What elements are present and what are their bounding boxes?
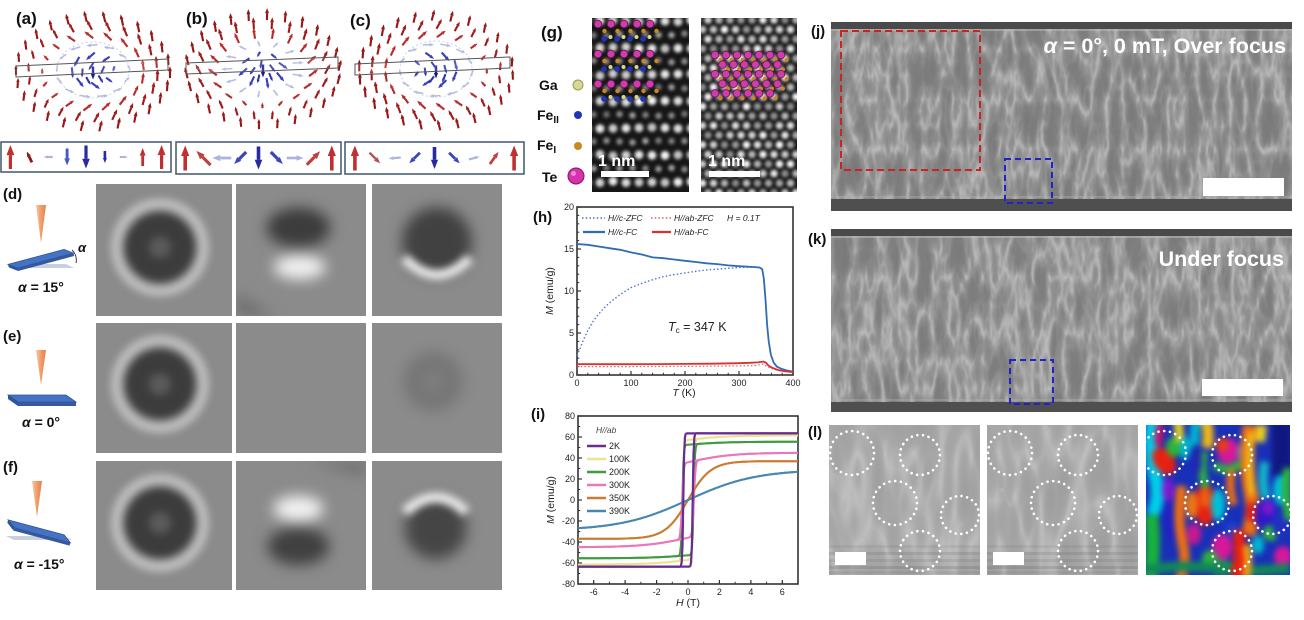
svg-text:4: 4 [748, 587, 753, 597]
svg-text:H = 0.1T: H = 0.1T [727, 213, 761, 223]
svg-text:0: 0 [685, 587, 690, 597]
svg-text:-80: -80 [562, 579, 575, 589]
svg-text:H//c-ZFC: H//c-ZFC [608, 213, 643, 223]
svg-text:Under focus: Under focus [1159, 247, 1284, 271]
svg-text:(d): (d) [3, 186, 22, 203]
svg-text:100K: 100K [609, 454, 630, 464]
svg-text:(a): (a) [16, 9, 37, 28]
svg-text:α: α [78, 240, 87, 255]
svg-text:20: 20 [564, 202, 574, 212]
svg-text:350K: 350K [609, 493, 630, 503]
svg-text:Tc = 347 K: Tc = 347 K [668, 320, 727, 335]
svg-text:0: 0 [569, 370, 574, 380]
svg-text:(h): (h) [533, 209, 552, 226]
svg-text:2: 2 [717, 587, 722, 597]
svg-text:1 nm: 1 nm [708, 153, 745, 170]
svg-text:α = -15°: α = -15° [14, 556, 64, 572]
svg-text:FeII: FeII [537, 107, 559, 126]
svg-text:15: 15 [564, 244, 574, 254]
svg-text:400: 400 [785, 378, 800, 388]
svg-text:T (K): T (K) [672, 387, 695, 399]
svg-text:100: 100 [623, 378, 638, 388]
svg-text:H//ab-ZFC: H//ab-ZFC [674, 213, 715, 223]
svg-text:H//ab-FC: H//ab-FC [674, 227, 709, 237]
svg-text:-60: -60 [562, 558, 575, 568]
svg-text:H//ab: H//ab [596, 425, 617, 435]
svg-text:0: 0 [574, 378, 579, 388]
svg-text:2K: 2K [609, 441, 620, 451]
svg-text:(l): (l) [808, 424, 822, 441]
svg-text:(c): (c) [350, 11, 371, 30]
svg-text:10: 10 [564, 286, 574, 296]
svg-text:300: 300 [731, 378, 746, 388]
svg-text:α = 0°: α = 0° [22, 414, 60, 430]
svg-text:α = 15°: α = 15° [18, 279, 64, 295]
svg-text:(f): (f) [3, 459, 18, 476]
svg-text:(j): (j) [811, 23, 825, 40]
svg-text:-20: -20 [562, 516, 575, 526]
svg-text:390K: 390K [609, 506, 630, 516]
svg-text:-40: -40 [562, 537, 575, 547]
svg-text:H (T): H (T) [676, 597, 700, 609]
svg-text:(g): (g) [541, 23, 563, 42]
svg-text:M (emu/g): M (emu/g) [544, 267, 556, 315]
svg-text:-6: -6 [590, 587, 598, 597]
svg-text:300K: 300K [609, 480, 630, 490]
svg-text:α = 0°, 0 mT, Over focus: α = 0°, 0 mT, Over focus [1044, 34, 1286, 58]
svg-text:20: 20 [565, 474, 575, 484]
svg-text:200K: 200K [609, 467, 630, 477]
svg-text:Ga: Ga [539, 77, 558, 93]
svg-text:(b): (b) [186, 9, 208, 28]
svg-text:(i): (i) [531, 406, 545, 423]
svg-text:(k): (k) [808, 231, 826, 248]
svg-text:60: 60 [565, 432, 575, 442]
svg-text:0: 0 [570, 495, 575, 505]
svg-text:5: 5 [569, 328, 574, 338]
svg-text:-2: -2 [653, 587, 661, 597]
svg-text:Te: Te [542, 169, 558, 185]
svg-text:M (emu/g): M (emu/g) [545, 476, 557, 524]
svg-text:-4: -4 [621, 587, 629, 597]
svg-text:6: 6 [780, 587, 785, 597]
svg-text:1 nm: 1 nm [598, 153, 635, 170]
svg-text:200: 200 [677, 378, 692, 388]
svg-text:FeI: FeI [537, 137, 556, 156]
svg-text:80: 80 [565, 411, 575, 421]
svg-text:40: 40 [565, 453, 575, 463]
svg-text:(e): (e) [3, 328, 21, 345]
svg-text:H//c-FC: H//c-FC [608, 227, 638, 237]
